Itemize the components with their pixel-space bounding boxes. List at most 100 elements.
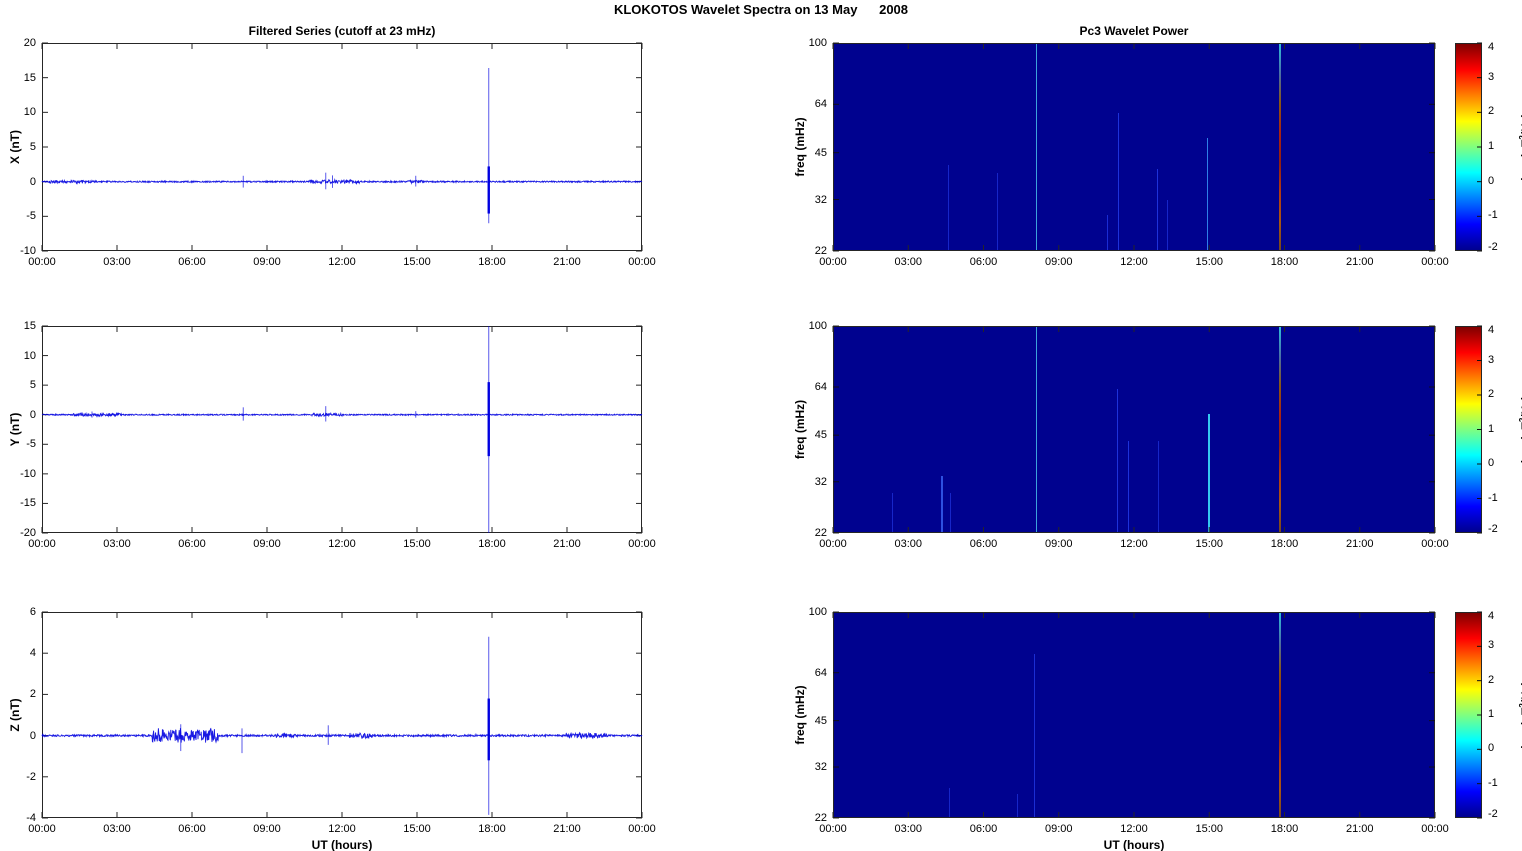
y-axis-label: freq (mHz) [793,685,807,745]
colorbar-tick-label: 0 [1488,457,1495,469]
event-streak [1279,44,1282,250]
x-tick-label: 15:00 [403,256,431,268]
x-tick-label: 15:00 [1195,538,1224,550]
x-tick-label: 12:00 [328,256,356,268]
colorbar-label: log2(nT2/Hz) [1518,43,1522,251]
freq-tick-label: 32 [814,193,827,206]
freq-tick-label: 32 [814,475,827,488]
series-polyline [41,178,643,185]
plot-area [42,612,642,818]
streak [947,164,949,250]
spectrogram-area [833,43,1435,251]
y-tick-label: -10 [20,245,36,257]
streak [950,492,952,532]
x-tick-label: 06:00 [178,823,206,835]
colorbar-tick-label: -2 [1488,523,1498,535]
x-tick-label: 00:00 [28,256,56,268]
series-polyline [41,411,643,418]
colorbar-tick-label: -2 [1488,808,1498,820]
y-tick-label: -10 [20,467,36,480]
colorbar-label-part: 2 [1518,135,1522,139]
y-tick-label: 5 [29,379,36,392]
x-tick-label: 15:00 [1195,256,1224,268]
x-tick-label: 21:00 [553,823,581,835]
streak [1016,794,1018,817]
y-tick-label: 2 [29,688,36,701]
colorbar-label: log2(nT2/Hz) [1518,612,1522,818]
freq-tick-label: 64 [814,98,827,111]
y-tick-label: -4 [26,812,36,824]
x-tick-label: 15:00 [403,823,431,835]
streak [1035,327,1038,532]
plot-z-filtered-series: 6 4 2 0 -2 -4 00:00 03:00 06:00 09:00 12:00 15:00 18… [8,606,656,851]
y-tick-label: 20 [23,37,36,49]
spectrogram-area [833,612,1435,818]
y-tick-label: 15 [23,320,36,332]
colorbar-tick-label: 0 [1488,742,1495,755]
x-tick-label: 09:00 [253,538,281,550]
x-tick-label: 00:00 [628,256,656,268]
freq-tick-label: 64 [814,381,827,393]
freq-tick-label: 64 [814,666,827,679]
x-tick-label: 21:00 [1345,823,1374,835]
y-axis-label: freq (mHz) [793,399,807,460]
colorbar-tick-label: 1 [1488,422,1495,435]
plot-z-wavelet-power: 100 64 45 32 22 00:00 03:00 06:00 09:00 12:00 15:0… [793,606,1449,851]
y-tick-label: 0 [29,729,36,742]
y-tick-label: 10 [23,349,36,362]
y-tick-label: -5 [26,438,36,451]
x-tick-label: 00:00 [1421,823,1449,835]
x-tick-label: 00:00 [1421,256,1449,268]
colorbar-tick-label: 3 [1488,639,1495,652]
x-tick-label: 03:00 [894,823,923,835]
event-streak [1279,613,1282,817]
colorbar-tick-label: 1 [1488,708,1495,720]
y-axis-label: Z (nT) [8,698,22,732]
streak [1128,440,1130,532]
x-tick-label: 18:00 [478,256,506,268]
colorbar-tick-label: 1 [1488,140,1495,152]
x-tick-label: 03:00 [103,256,131,268]
freq-tick-label: 32 [814,761,827,774]
x-tick-label: 12:00 [1120,823,1148,835]
y-tick-label: -5 [26,210,36,223]
y-tick-label: 10 [23,106,36,119]
x-tick-label: 12:00 [328,823,356,835]
event-streak [1279,327,1282,532]
heatmap-ticks [832,325,1436,534]
x-tick-label: 21:00 [553,538,581,550]
x-tick-label: 21:00 [1345,256,1374,268]
colorbar-tick-label: 2 [1488,388,1495,400]
x-tick-label: 00:00 [819,823,847,835]
x-tick-label: 00:00 [28,823,56,835]
freq-tick-label: 22 [814,245,827,257]
colorbar-y: 4 3 2 1 0 -1 -2 log2(nT2/Hz) [1455,324,1522,535]
x-tick-label: 03:00 [894,256,923,268]
colorbar-z: 4 3 2 1 0 -1 -2 log2(nT2/Hz) [1455,610,1522,820]
colorbar-tick-label: 4 [1488,41,1495,53]
x-tick-label: 18:00 [1270,538,1299,550]
freq-tick-label: 45 [814,714,827,727]
streak [1157,168,1159,250]
x-tick-label: 15:00 [1195,823,1224,835]
streak [1116,389,1118,532]
series-plot [41,325,643,534]
streak [1208,413,1210,532]
x-tick-label: 09:00 [1044,256,1073,268]
streak [1207,137,1209,250]
y-tick-label: 0 [29,408,36,421]
colorbar-tick-label: 2 [1488,673,1495,686]
freq-tick-label: 22 [814,527,827,539]
x-axis-label: UT (hours) [311,838,373,851]
x-tick-label: 00:00 [628,823,656,835]
streak [948,788,950,817]
freq-tick-label: 100 [808,320,827,332]
colorbar-tick-label: 4 [1488,324,1495,336]
streak [1035,44,1038,250]
colorbar-tick-label: 3 [1488,70,1495,83]
x-tick-label: 00:00 [819,256,847,268]
y-tick-label: 15 [23,71,36,84]
colorbar-ticks [1477,611,1482,819]
y-tick-label: 6 [29,606,36,618]
colorbar-label: log2(nT2/Hz) [1518,326,1522,533]
